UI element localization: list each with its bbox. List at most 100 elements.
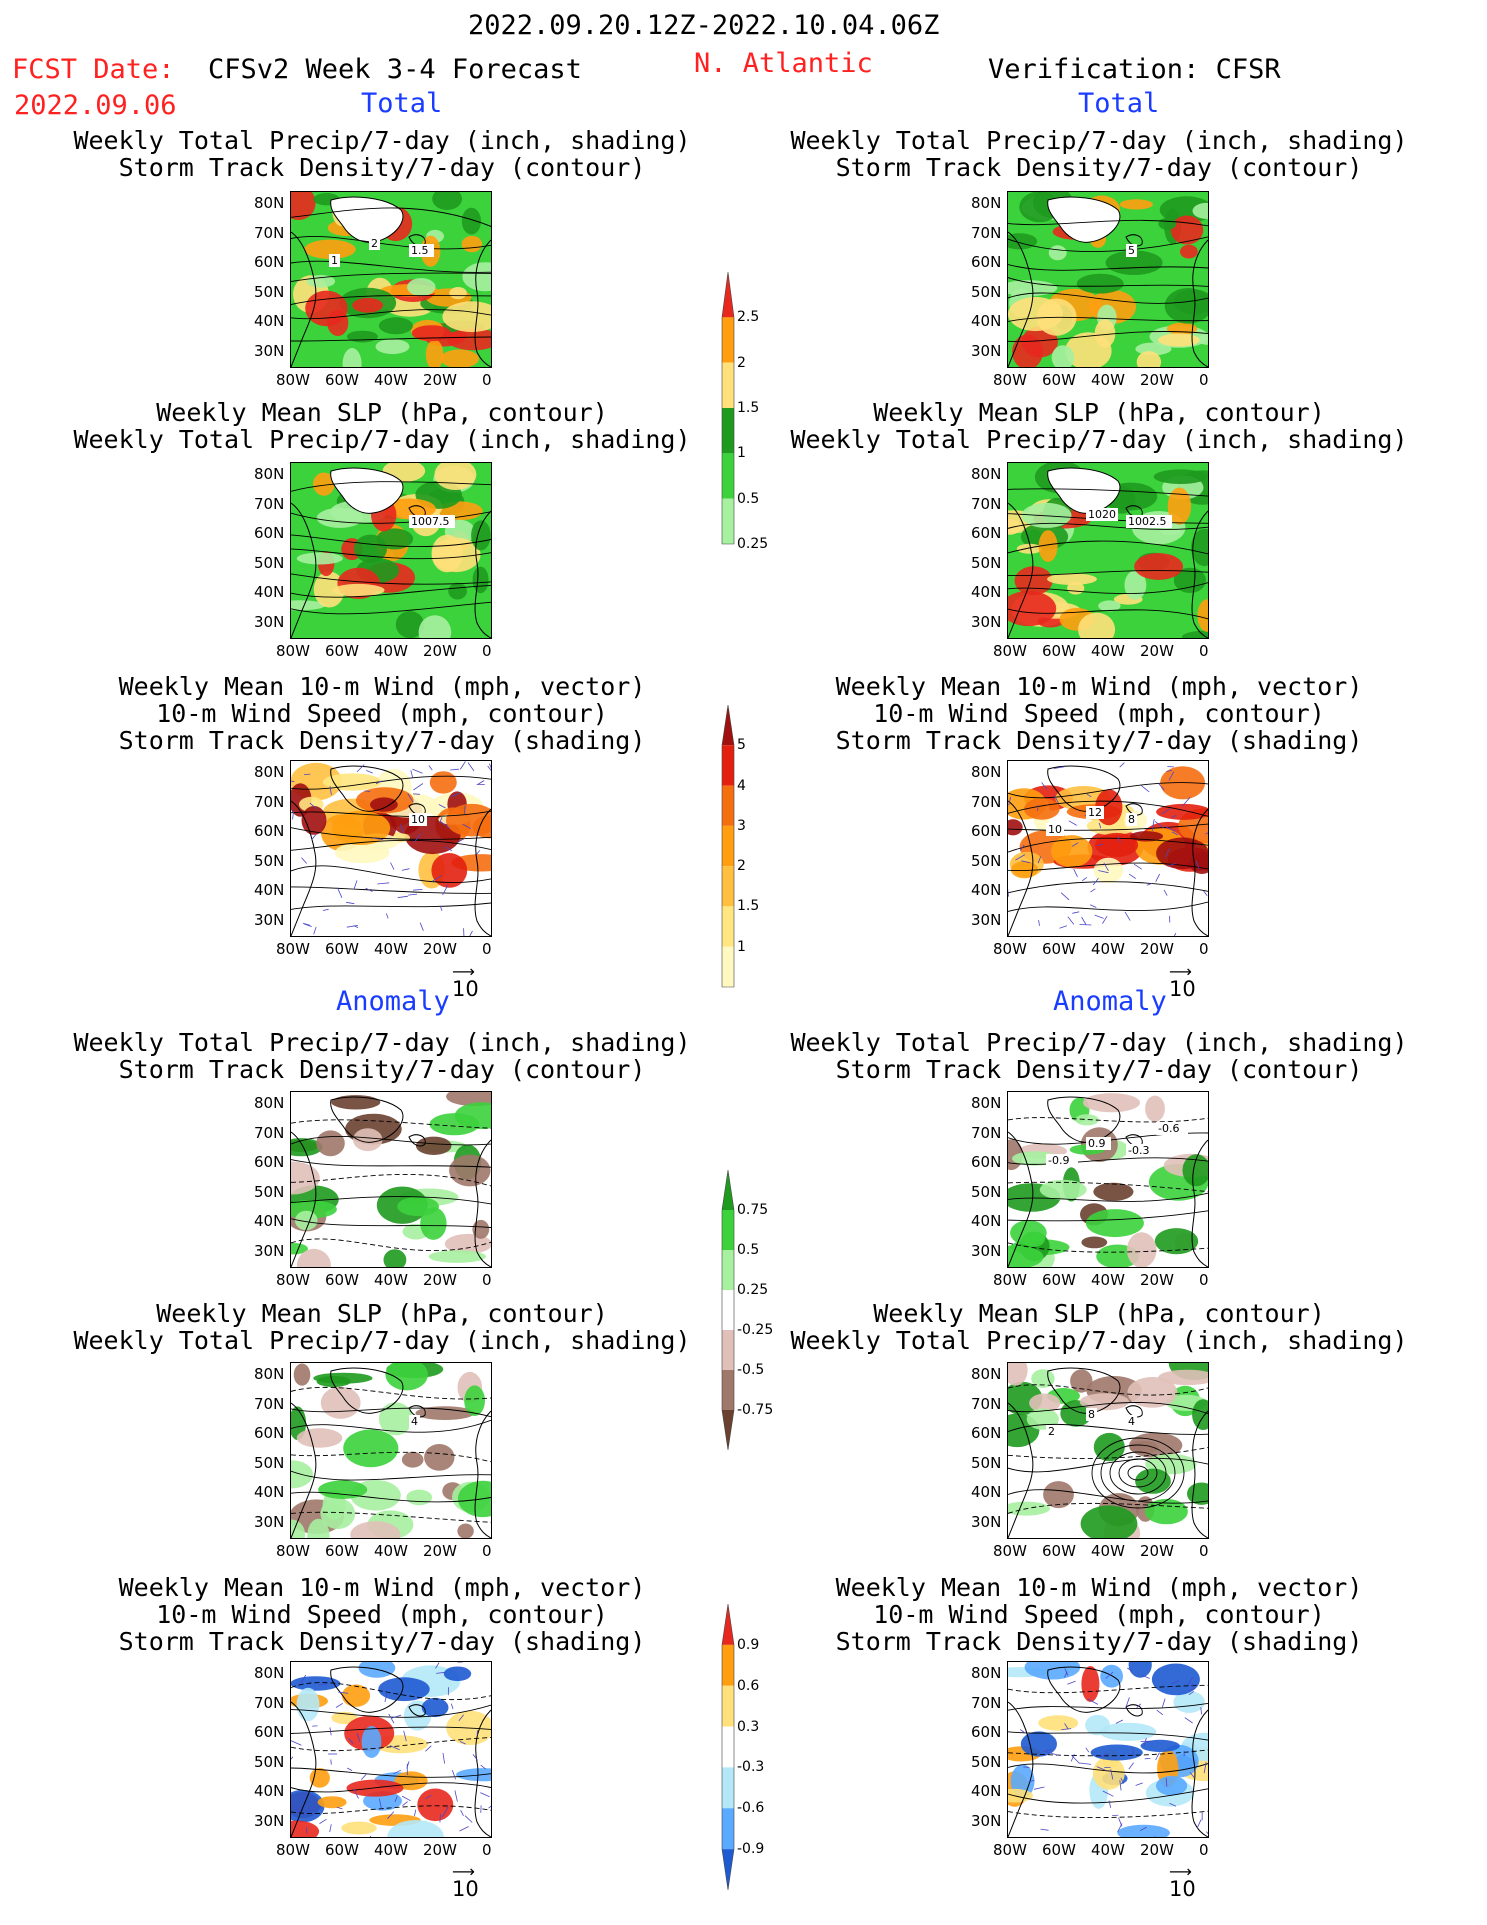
colorbar-tick-label: 1.5 <box>737 400 760 416</box>
contour-label-bg <box>1046 823 1064 836</box>
shading-blob <box>291 1243 308 1255</box>
wind-vector <box>425 1794 432 1800</box>
wind-vector <box>335 1702 344 1708</box>
lat-tick-label: 40N <box>254 1212 285 1230</box>
lat-tick-label: 70N <box>254 223 285 242</box>
contour-line <box>1008 1423 1208 1435</box>
contour-label: -0.9 <box>1048 1154 1069 1167</box>
lat-tick-label: 60N <box>971 1153 1002 1171</box>
wind-vector <box>1041 782 1048 790</box>
lat-tick-label: 80N <box>971 1664 1002 1682</box>
shading-blob <box>291 600 326 611</box>
lat-tick-label: 50N <box>971 1453 1002 1472</box>
lon-tick-label: 0 <box>1199 642 1209 660</box>
lat-tick-label: 70N <box>971 223 1002 242</box>
panel-title-line: Storm Track Density/7-day (contour) <box>118 153 646 182</box>
wind-vector <box>1099 1753 1109 1758</box>
wind-vector <box>387 1811 395 1820</box>
wind-vector <box>329 1727 332 1736</box>
shading-blob <box>429 771 457 794</box>
contour-line <box>1008 277 1208 287</box>
lat-tick-label: 40N <box>254 1782 285 1800</box>
panel-title-line: 10-m Wind Speed (mph, contour) <box>156 699 608 728</box>
shading-blob <box>407 278 436 297</box>
map-svg: -0.3 0.9 -0.9 -0.6 <box>1008 1092 1208 1267</box>
wind-vector <box>1200 1707 1202 1715</box>
north-america-coastline <box>1008 231 1034 367</box>
wind-vector <box>477 780 485 785</box>
lon-tick-label: 40W <box>1091 642 1125 660</box>
lat-tick-label: 40N <box>971 312 1002 330</box>
europe-africa-coastline <box>1191 239 1208 367</box>
lon-tick-label: 0 <box>482 371 492 389</box>
wind-vector <box>436 1671 446 1674</box>
greenland-outline <box>330 765 404 812</box>
wind-vector <box>1087 1698 1099 1705</box>
north-america-coastline <box>291 1131 317 1267</box>
map-panel: 8 12 10 <box>1007 760 1209 937</box>
contour-line <box>1008 862 1208 871</box>
shading-blob <box>401 1451 424 1468</box>
lon-tick-label: 80W <box>276 1542 310 1560</box>
shading-blob <box>1170 215 1204 245</box>
shading-blob <box>332 583 385 597</box>
wind-vector <box>1094 914 1104 919</box>
pressure-contour <box>1118 1458 1158 1488</box>
lon-tick-label: 0 <box>1199 940 1209 958</box>
panel-title-line: Storm Track Density/7-day (shading) <box>835 1627 1363 1656</box>
shading-blob <box>1128 1662 1152 1678</box>
lat-tick-label: 80N <box>254 1094 285 1112</box>
lon-tick-label: 0 <box>1199 1542 1209 1560</box>
wind-vector <box>385 913 389 919</box>
shading-blob <box>316 507 364 528</box>
vector-scale-label: 10 <box>1169 977 1196 1001</box>
lon-tick-label: 40W <box>374 1542 408 1560</box>
shading-blob <box>1014 566 1053 596</box>
wind-vector <box>1189 1772 1195 1778</box>
lat-tick-label: 80N <box>971 763 1002 781</box>
contour-label: -0.3 <box>1128 1144 1149 1157</box>
shading-blob <box>1051 345 1075 367</box>
wind-vector <box>369 1835 371 1837</box>
shading-blob <box>346 330 378 343</box>
wind-vector <box>450 768 460 771</box>
panel-title-line: 10-m Wind Speed (mph, contour) <box>873 1600 1325 1629</box>
wind-vector <box>488 1805 491 1809</box>
contour-label: 12 <box>1088 806 1102 819</box>
shading-blob <box>461 207 481 235</box>
wind-vector <box>438 804 446 809</box>
wind-vector <box>356 1732 361 1742</box>
wind-vector <box>1188 1690 1195 1696</box>
panel-title-line: 10-m Wind Speed (mph, contour) <box>873 699 1325 728</box>
contour-line <box>1008 1731 1208 1741</box>
shading-blob <box>425 339 444 367</box>
wind-vector <box>1206 1831 1208 1835</box>
shading-blob <box>296 1687 320 1722</box>
lon-tick-label: 0 <box>1199 1841 1209 1859</box>
lon-tick-label: 80W <box>276 1271 310 1289</box>
lat-tick-label: 70N <box>254 494 285 513</box>
contour-line <box>291 1196 491 1205</box>
wind-vector <box>1188 1688 1196 1691</box>
shading-blob <box>1157 333 1200 347</box>
shading-blob <box>361 1726 382 1758</box>
vector-scale-arrow: ⟶ <box>452 1862 475 1881</box>
europe-africa-coastline <box>474 510 491 638</box>
wind-vector <box>1203 1762 1207 1774</box>
shading-blob <box>291 1789 325 1823</box>
shading-blob <box>1180 244 1198 259</box>
map-svg: 1.5 2 1 <box>291 192 491 367</box>
wind-vector <box>361 1773 367 1780</box>
greenland-outline <box>1047 1666 1121 1713</box>
wind-vector <box>1020 844 1025 851</box>
wind-vector <box>1068 820 1077 826</box>
lat-tick-label: 30N <box>971 1512 1002 1531</box>
contour-label: 8 <box>1088 1408 1095 1421</box>
total-label-verification: Total <box>1078 88 1160 119</box>
shading-blob <box>449 287 467 300</box>
map-svg <box>291 1662 491 1837</box>
lat-tick-label: 30N <box>254 1811 285 1830</box>
wind-vector <box>1205 832 1208 835</box>
contour-line <box>291 1386 491 1400</box>
contour-label: 10 <box>1048 823 1062 836</box>
